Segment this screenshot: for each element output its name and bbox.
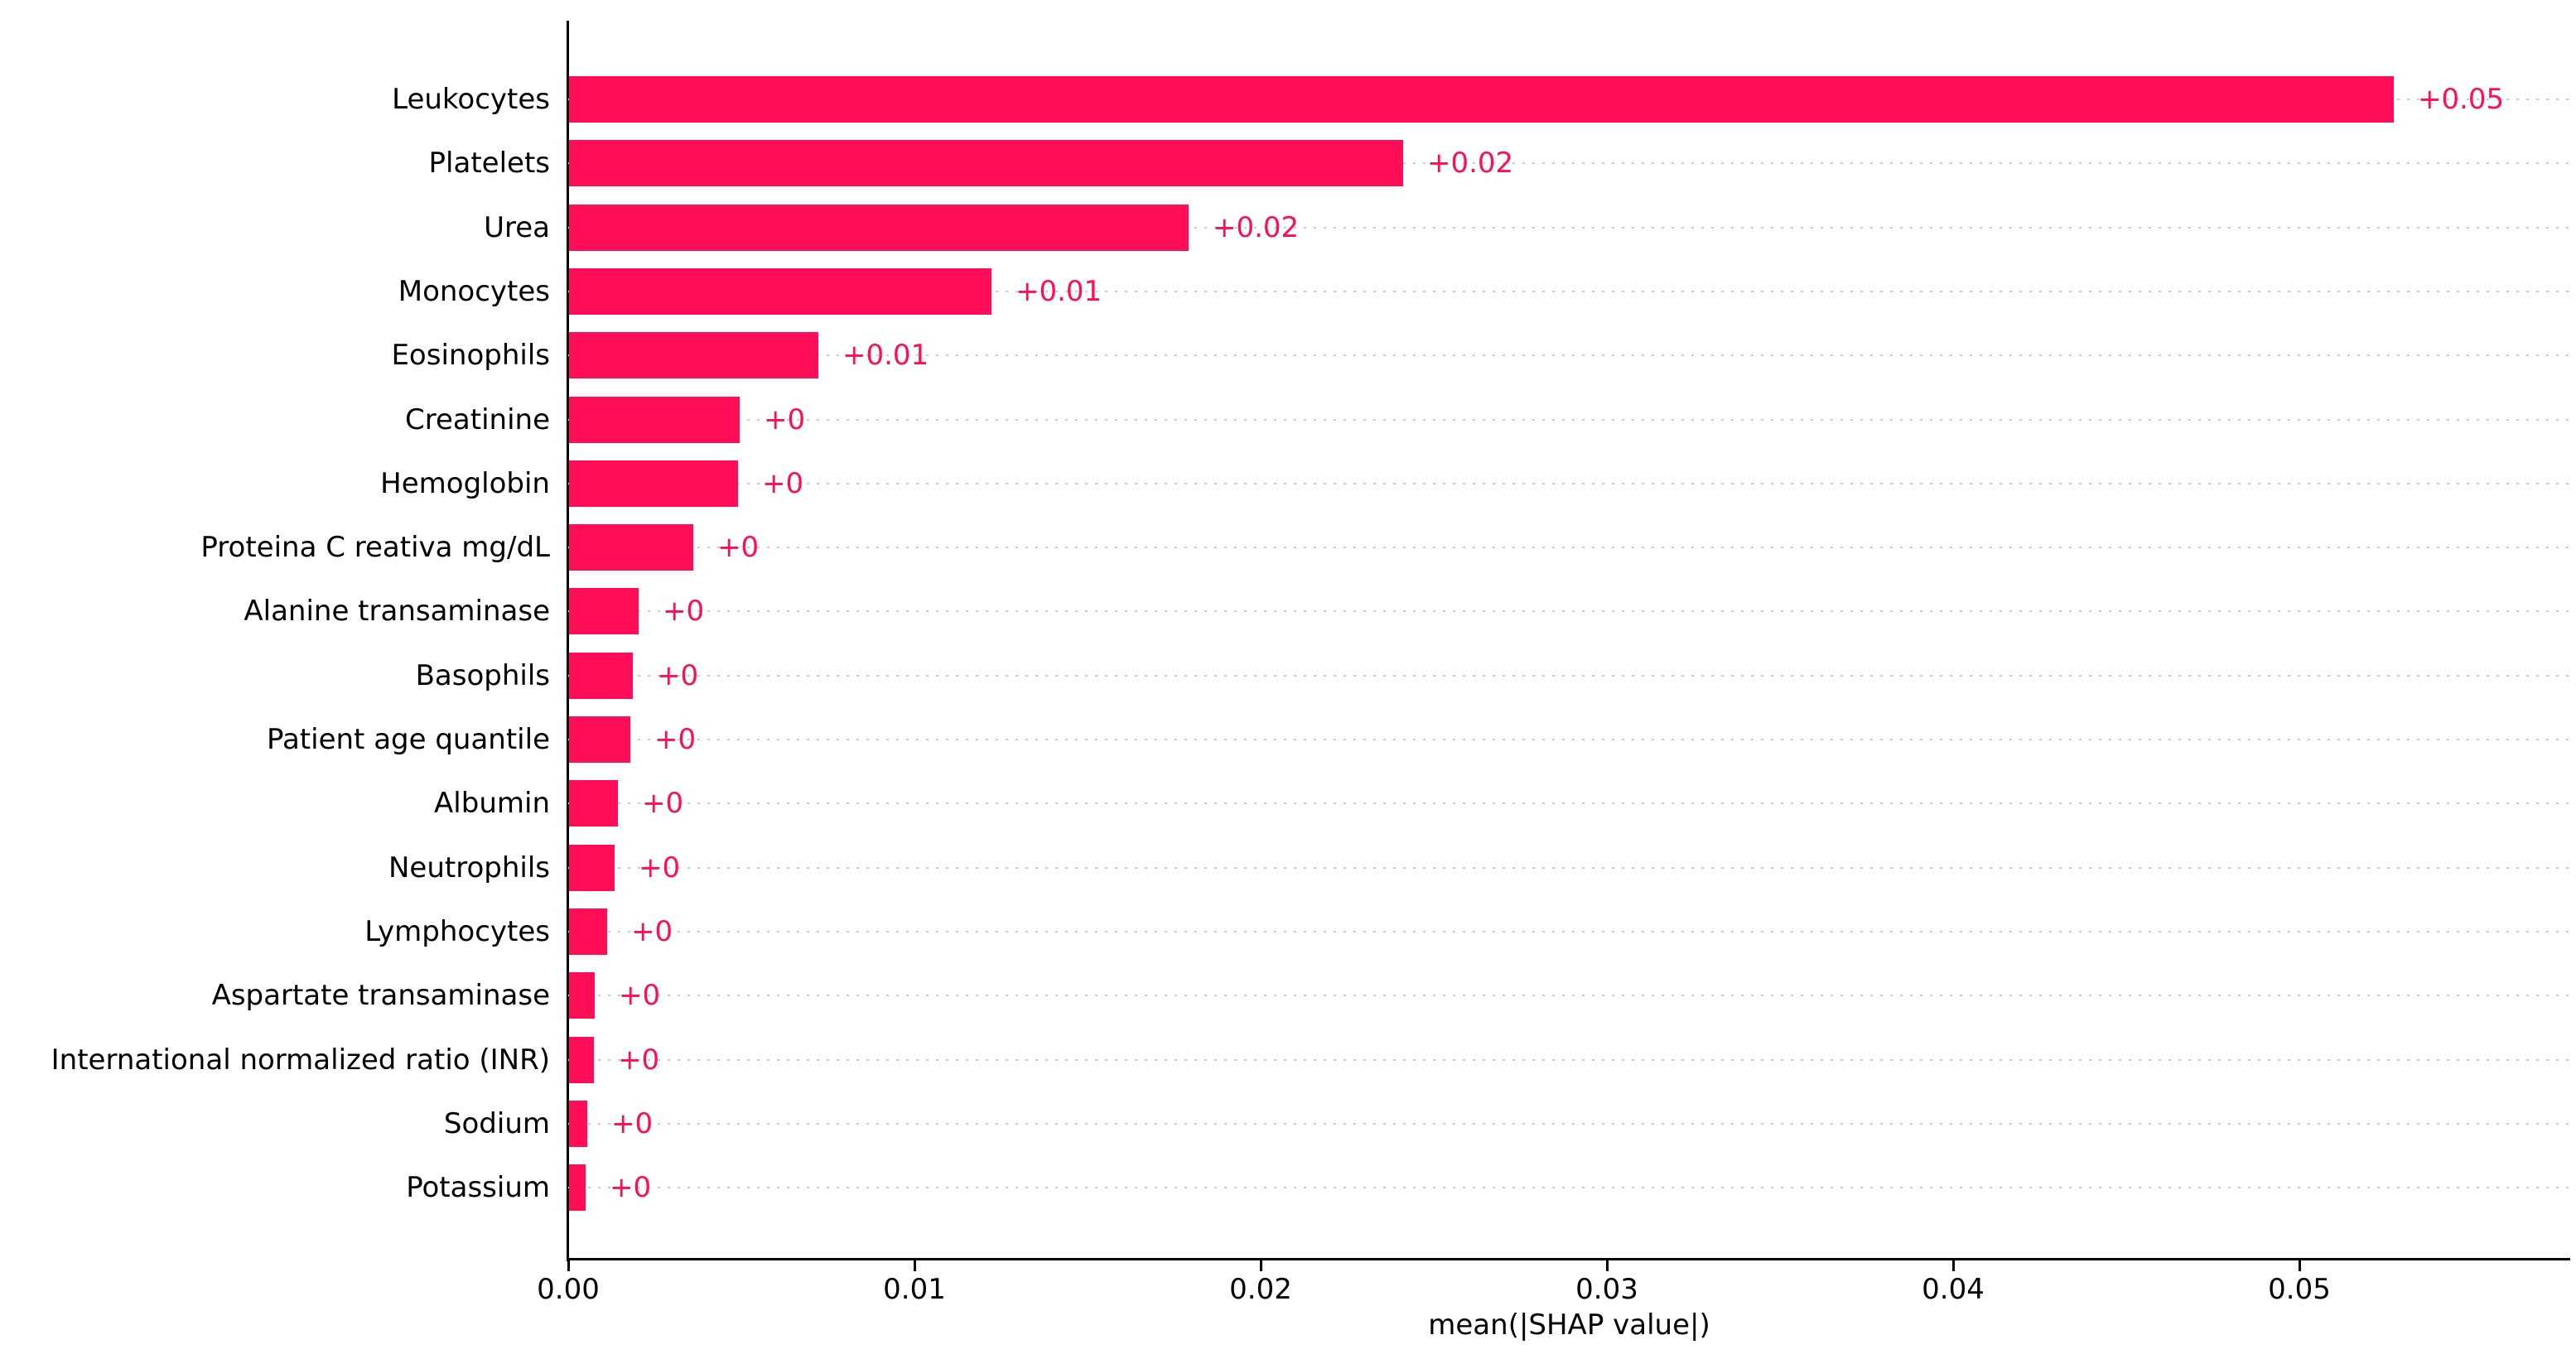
category-label: Urea [484, 211, 550, 244]
category-label: Albumin [434, 787, 550, 820]
bar-value-label: +0 [717, 531, 760, 564]
x-tick-mark [1952, 1260, 1955, 1271]
bar-value-label: +0 [663, 595, 705, 628]
row-gridline [568, 610, 2570, 612]
bar [569, 1164, 586, 1211]
row-gridline [568, 675, 2570, 677]
bar [569, 716, 630, 763]
x-tick-label: 0.02 [1229, 1273, 1292, 1306]
bar [569, 780, 618, 826]
x-axis-title: mean(|SHAP value|) [1428, 1308, 1710, 1342]
category-label: Neutrophils [388, 851, 550, 884]
bar [569, 588, 639, 634]
bar-value-label: +0.05 [2418, 83, 2505, 116]
category-label: Creatinine [405, 403, 550, 436]
bar [569, 653, 633, 699]
category-label: Patient age quantile [267, 723, 550, 756]
bar [569, 397, 740, 443]
row-gridline [568, 802, 2570, 804]
row-gridline [568, 291, 2570, 292]
bar-value-label: +0 [631, 915, 673, 948]
x-tick-label: 0.04 [1922, 1273, 1985, 1306]
row-gridline [568, 995, 2570, 996]
row-gridline [568, 739, 2570, 740]
bar [569, 460, 738, 507]
bar-value-label: +0 [611, 1107, 654, 1140]
row-gridline [568, 931, 2570, 933]
bar-value-label: +0.02 [1427, 147, 1514, 180]
row-gridline [568, 867, 2570, 869]
category-label: Sodium [443, 1107, 550, 1140]
bar [569, 205, 1189, 251]
row-gridline [568, 354, 2570, 356]
category-label: Hemoglobin [380, 467, 550, 500]
bar-value-label: +0 [639, 851, 681, 884]
bar-value-label: +0 [610, 1171, 652, 1204]
category-label: Monocytes [398, 275, 550, 308]
category-label: Basophils [415, 659, 550, 692]
bar-value-label: +0 [619, 979, 661, 1012]
bar [569, 972, 595, 1019]
category-label: Lymphocytes [364, 915, 550, 948]
category-label: Leukocytes [392, 83, 550, 116]
bar-value-label: +0 [764, 403, 806, 436]
x-tick-label: 0.05 [2268, 1273, 2331, 1306]
bar-value-label: +0 [642, 787, 684, 820]
bar [569, 1101, 587, 1147]
bar [569, 76, 2394, 123]
category-label: Proteina C reativa mg/dL [200, 531, 550, 564]
row-gridline [568, 1187, 2570, 1188]
bar-value-label: +0.02 [1213, 211, 1300, 244]
row-gridline [568, 1059, 2570, 1061]
bar-value-label: +0.01 [842, 339, 929, 372]
bar-value-label: +0 [762, 467, 804, 500]
x-tick-label: 0.00 [537, 1273, 600, 1306]
row-gridline [568, 1123, 2570, 1125]
category-label: Potassium [406, 1171, 550, 1204]
row-gridline [568, 162, 2570, 164]
category-label: Alanine transaminase [244, 595, 550, 628]
bar [569, 1037, 594, 1083]
bar-value-label: +0.01 [1015, 275, 1102, 308]
row-gridline [568, 483, 2570, 484]
bar-value-label: +0 [657, 659, 699, 692]
bar [569, 524, 693, 571]
bar [569, 908, 607, 955]
x-tick-mark [1260, 1260, 1262, 1271]
bar [569, 268, 991, 315]
category-label: Eosinophils [391, 339, 550, 372]
category-label: Platelets [428, 147, 550, 180]
x-axis-spine [567, 1258, 2570, 1260]
x-tick-label: 0.01 [883, 1273, 946, 1306]
row-gridline [568, 227, 2570, 229]
row-gridline [568, 547, 2570, 548]
category-label: Aspartate transaminase [211, 979, 550, 1012]
x-tick-mark [567, 1260, 570, 1271]
bar-value-label: +0 [654, 723, 697, 756]
category-label: International normalized ratio (INR) [51, 1043, 550, 1077]
x-tick-label: 0.03 [1575, 1273, 1638, 1306]
x-tick-mark [1606, 1260, 1609, 1271]
row-gridline [568, 419, 2570, 421]
bar [569, 332, 818, 378]
bar [569, 845, 615, 891]
bar [569, 140, 1403, 186]
bar-value-label: +0 [618, 1043, 660, 1077]
y-axis-spine [567, 21, 569, 1261]
x-tick-mark [2299, 1260, 2301, 1271]
x-tick-mark [914, 1260, 916, 1271]
